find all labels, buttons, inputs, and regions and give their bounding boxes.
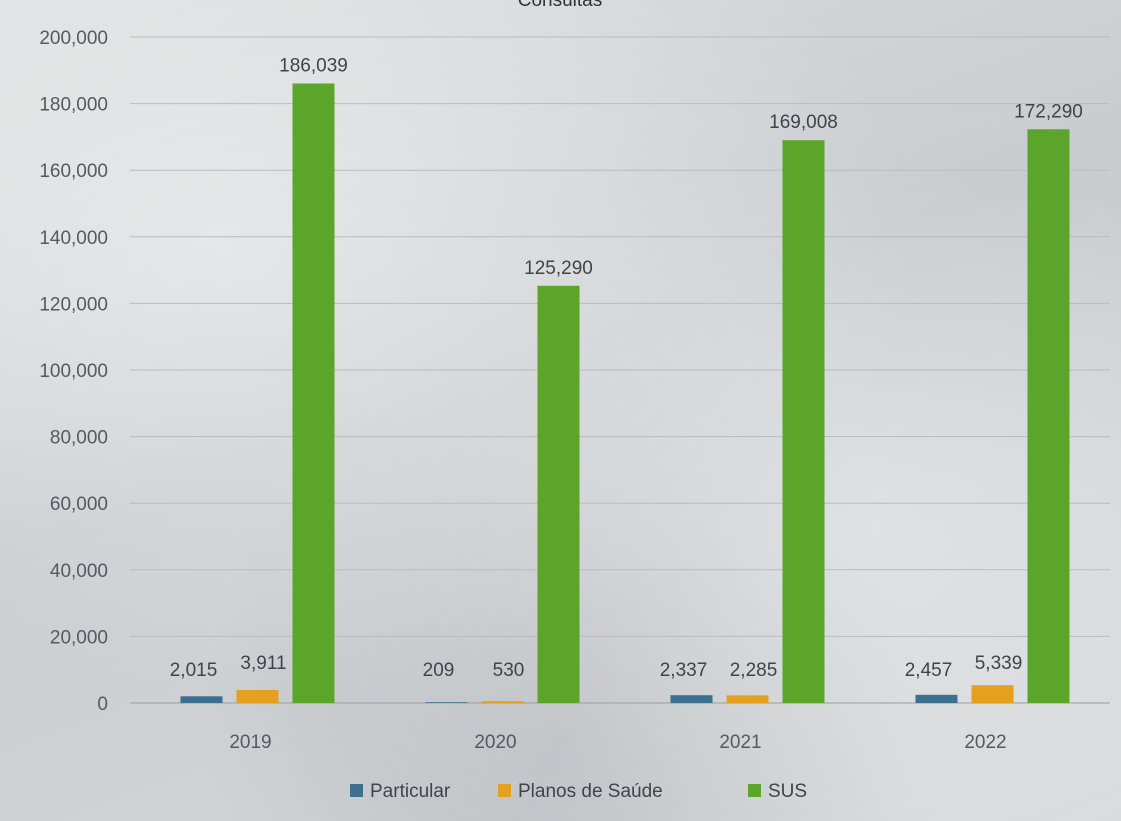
y-tick-label: 20,000 bbox=[50, 627, 108, 648]
bar-particular-2019 bbox=[180, 696, 223, 703]
bar-planos-de-sa-de-2020 bbox=[481, 701, 524, 703]
legend-label: SUS bbox=[768, 781, 807, 802]
bar-planos-de-sa-de-2019 bbox=[236, 689, 279, 703]
bar-sus-2022 bbox=[1027, 129, 1070, 704]
data-label: 125,290 bbox=[524, 258, 593, 279]
legend-label: Planos de Saúde bbox=[518, 781, 663, 802]
y-tick-label: 60,000 bbox=[50, 494, 108, 515]
data-label: 2,337 bbox=[660, 660, 708, 681]
x-axis-ticks: 2019 2020 2021 2022 bbox=[229, 732, 1006, 753]
y-tick-label: 0 bbox=[97, 694, 108, 715]
y-tick-label: 100,000 bbox=[39, 361, 108, 382]
data-label: 2,015 bbox=[170, 660, 218, 681]
y-tick-label: 140,000 bbox=[39, 228, 108, 249]
bar-planos-de-sa-de-2021 bbox=[726, 695, 769, 703]
bar-sus-2020 bbox=[537, 285, 580, 703]
data-label: 169,008 bbox=[769, 112, 838, 133]
bar-particular-2021 bbox=[670, 695, 713, 703]
data-label: 172,290 bbox=[1014, 101, 1083, 122]
data-label: 2,457 bbox=[905, 660, 953, 681]
bar-particular-2022 bbox=[915, 694, 958, 703]
data-label: 530 bbox=[493, 660, 525, 681]
data-label: 186,039 bbox=[279, 55, 348, 76]
bar-particular-2020 bbox=[425, 702, 468, 703]
y-tick-label: 80,000 bbox=[50, 428, 108, 449]
y-tick-label: 120,000 bbox=[39, 294, 108, 315]
chart-title: Consultas bbox=[518, 0, 603, 11]
bars bbox=[180, 83, 1070, 704]
x-tick-label: 2020 bbox=[474, 732, 516, 753]
legend-swatch bbox=[748, 784, 761, 797]
legend: Particular Planos de Saúde SUS bbox=[350, 781, 807, 802]
x-tick-label: 2021 bbox=[719, 732, 761, 753]
x-tick-label: 2019 bbox=[229, 732, 271, 753]
data-label: 2,285 bbox=[730, 660, 778, 681]
data-label: 3,911 bbox=[240, 653, 286, 674]
y-tick-label: 40,000 bbox=[50, 561, 108, 582]
legend-label: Particular bbox=[370, 781, 451, 802]
legend-swatch bbox=[350, 784, 363, 797]
y-tick-label: 180,000 bbox=[39, 95, 108, 116]
y-axis-ticks: 0 20,000 40,000 60,000 80,000 100,000 120,000 1… bbox=[39, 28, 108, 715]
bar-planos-de-sa-de-2022 bbox=[971, 685, 1014, 703]
data-label: 5,339 bbox=[975, 653, 1023, 674]
bar-sus-2019 bbox=[292, 83, 335, 704]
y-tick-label: 160,000 bbox=[39, 161, 108, 182]
y-tick-label: 200,000 bbox=[39, 28, 108, 49]
bar-sus-2021 bbox=[782, 140, 825, 703]
legend-swatch bbox=[498, 784, 511, 797]
data-label: 209 bbox=[423, 660, 455, 681]
data-labels: 2,015 3,911 186,039 209 530 125,290 2,337 2,285… bbox=[170, 55, 1083, 681]
gridlines bbox=[130, 36, 1110, 704]
x-tick-label: 2022 bbox=[964, 732, 1006, 753]
